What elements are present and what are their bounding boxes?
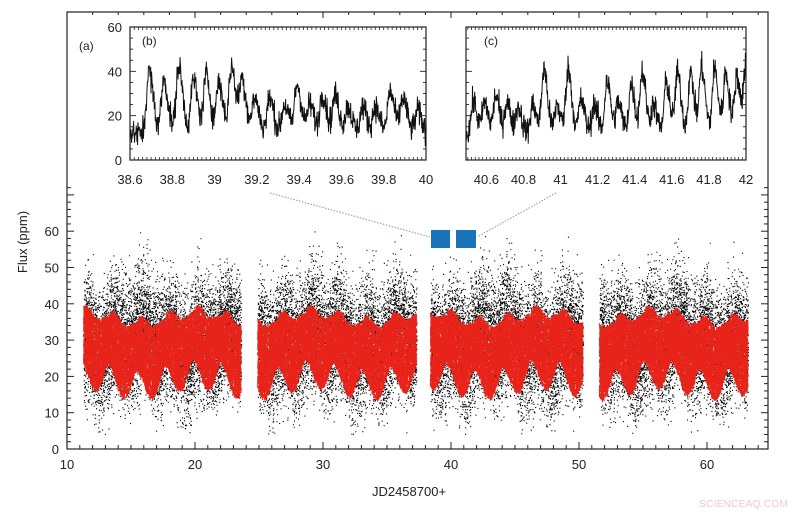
inset-x-tick-label: 38.8 [160,172,185,187]
main-x-tick-label: 30 [316,457,330,472]
main-x-ticks: 10 20 30 40 50 60 [60,12,759,472]
zoom-marker-c [456,230,476,248]
main-y-tick-label: 50 [45,261,59,276]
inset-x-tick-label: 39.8 [371,172,396,187]
inset-x-tick-label: 39.6 [329,172,354,187]
main-x-tick-label: 10 [60,457,74,472]
panel-label-c: (c) [484,34,498,48]
zoom-marker-b [431,230,450,248]
connector-line-b [269,192,431,238]
inset-x-tick-label: 41.6 [659,172,684,187]
main-x-tick-label: 20 [188,457,202,472]
smoothed-flux-band [83,304,749,403]
main-x-tick-label: 50 [572,457,586,472]
inset-x-tick-label: 41.2 [585,172,610,187]
inset-x-tick-label: 39.2 [244,172,269,187]
inset-x-tick-label: 41 [553,172,567,187]
x-axis-title: JD2458700+ [372,484,446,499]
inset-c-flux-line [465,50,747,144]
inset-c-ticks: 40.6 40.8 41 41.2 41.4 41.6 41.8 42 [466,26,753,187]
main-y-tick-label: 60 [45,224,59,239]
inset-y-tick-label: 60 [108,20,122,35]
panel-label-a: (a) [79,39,94,53]
main-y-tick-label: 10 [45,406,59,421]
zoom-connectors [269,192,557,248]
inset-x-tick-label: 38.6 [117,172,142,187]
inset-y-tick-label: 40 [108,64,122,79]
inset-b-ticks: 38.6 38.8 39 39.2 39.4 39.6 39.8 40 0 20 40 60 [108,20,434,187]
inset-y-tick-label: 0 [115,153,122,168]
inset-x-tick-label: 39.4 [286,172,311,187]
inset-y-tick-label: 20 [108,109,122,124]
y-axis-title: Flux (ppm) [15,211,30,273]
main-y-tick-label: 40 [45,297,59,312]
inset-x-tick-label: 40.8 [511,172,536,187]
inset-x-tick-label: 39 [207,172,221,187]
main-x-tick-label: 60 [700,457,714,472]
main-plot-frame [66,11,769,450]
inset-x-tick-label: 42 [739,172,753,187]
connector-line-c [476,192,557,238]
main-x-tick-label: 40 [444,457,458,472]
inset-panel-b: 38.6 38.8 39 39.2 39.4 39.6 39.8 40 0 20 40 60 (b) [108,20,434,187]
inset-panel-c: 40.6 40.8 41 41.2 41.4 41.6 41.8 42 (c) [465,26,753,187]
inset-x-tick-label: 40 [419,172,433,187]
inset-b-flux-line [129,57,427,147]
inset-x-tick-label: 41.8 [696,172,721,187]
main-y-tick-label: 20 [45,369,59,384]
inset-x-tick-label: 41.4 [622,172,647,187]
main-y-tick-label: 30 [45,333,59,348]
inset-b-frame [129,26,427,161]
main-y-tick-label: 0 [52,442,59,457]
raw-flux-scatter [83,231,750,435]
watermark: SCIENCEAQ.COM [699,499,788,510]
inset-x-tick-label: 40.6 [474,172,499,187]
panel-label-b: (b) [142,34,157,48]
main-y-ticks: 0 10 20 30 40 50 60 [45,187,768,457]
